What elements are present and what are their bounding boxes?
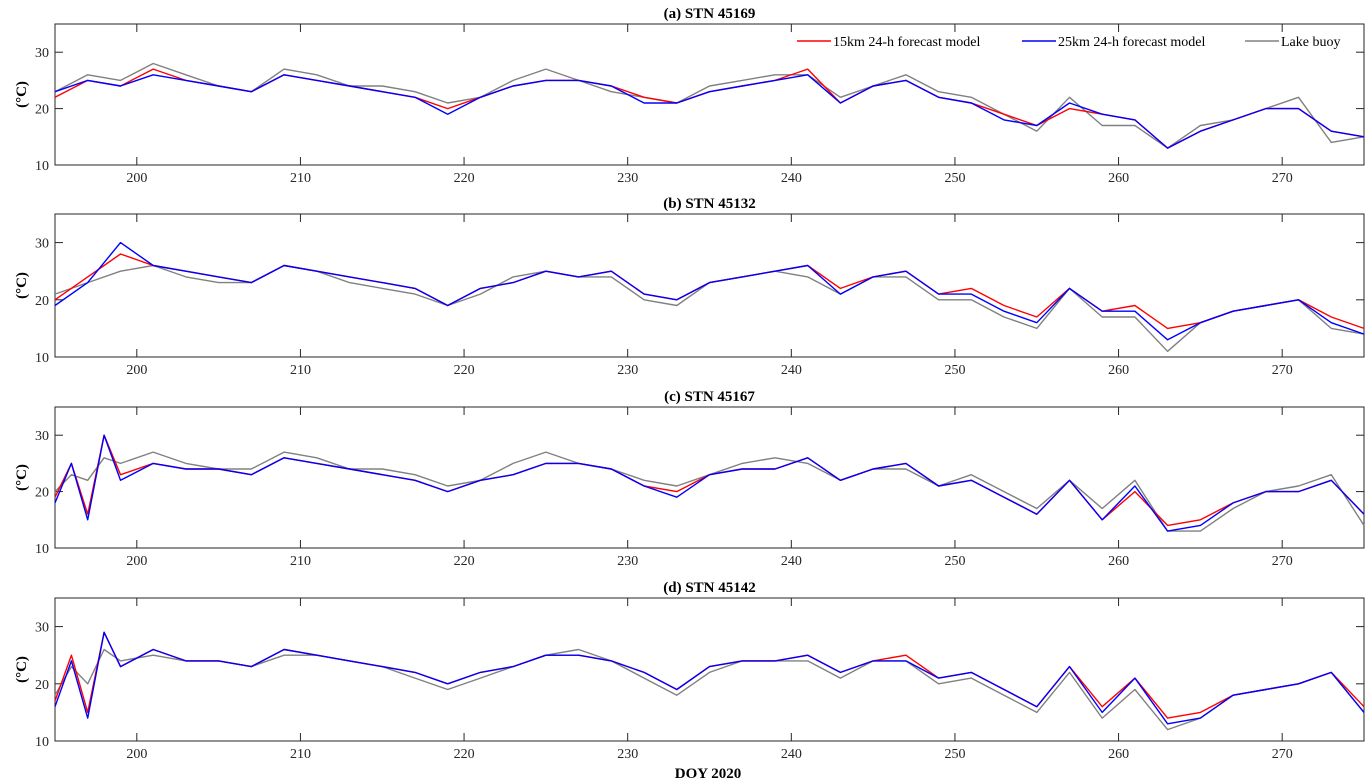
x-axis-label: DOY 2020 (675, 766, 742, 782)
panel-title: (b) STN 45132 (663, 196, 756, 212)
x-tick-label: 250 (944, 171, 965, 186)
panel-title: (c) STN 45167 (664, 389, 755, 405)
plot-area-frame (54, 406, 1365, 549)
x-tick-label: 200 (126, 363, 147, 378)
x-tick-label: 260 (1108, 171, 1129, 186)
series-line-15km-24-h-forecast-model (54, 434, 1365, 527)
x-tick-label: 200 (126, 747, 147, 762)
x-tick-label: 250 (944, 363, 965, 378)
y-axis-label: (°C) (14, 272, 30, 299)
y-tick-label: 30 (35, 429, 49, 444)
x-tick-label: 200 (126, 171, 147, 186)
series-line-25km-24-h-forecast-model (54, 631, 1365, 725)
legend-label-lake-buoy: Lake buoy (1281, 35, 1340, 50)
x-tick-label: 220 (454, 171, 475, 186)
chart-panel-4: (d) STN 45142 (°C) 200 210 220 230 240 250 260 27… (14, 580, 1365, 762)
x-tick-label: 230 (617, 363, 638, 378)
legend: 15km 24-h forecast model 25km 24-h foreca… (797, 35, 1340, 50)
x-tick-label: 250 (944, 554, 965, 569)
y-tick-label: 30 (35, 621, 49, 636)
x-tick-label: 270 (1272, 171, 1293, 186)
series-line-lake-buoy (54, 451, 1365, 532)
x-tick-label: 210 (290, 171, 311, 186)
x-tick-label: 250 (944, 747, 965, 762)
y-tick-label: 20 (35, 294, 49, 309)
y-tick-label: 30 (35, 46, 49, 61)
x-tick-label: 260 (1108, 747, 1129, 762)
plot-area-frame (54, 597, 1365, 742)
panel-title: (d) STN 45142 (663, 580, 756, 596)
x-tick-label: 270 (1272, 363, 1293, 378)
series-line-25km-24-h-forecast-model (54, 74, 1365, 149)
y-tick-label: 30 (35, 237, 49, 252)
x-tick-label: 260 (1108, 554, 1129, 569)
x-tick-label: 220 (454, 747, 475, 762)
legend-label-15km-24-h-forecast-model: 15km 24-h forecast model (833, 35, 980, 50)
y-tick-label: 10 (35, 542, 49, 557)
y-axis-label: (°C) (14, 656, 30, 683)
x-tick-label: 230 (617, 171, 638, 186)
x-tick-label: 210 (290, 747, 311, 762)
series-line-15km-24-h-forecast-model (54, 68, 1365, 149)
chart-panel-3: (c) STN 45167 (°C) 200 210 220 230 240 250 260 27… (14, 389, 1365, 569)
series-line-15km-24-h-forecast-model (54, 253, 1365, 330)
x-tick-label: 200 (126, 554, 147, 569)
x-tick-label: 240 (781, 363, 802, 378)
legend-label-25km-24-h-forecast-model: 25km 24-h forecast model (1058, 35, 1205, 50)
plot-area-frame (54, 213, 1365, 358)
series-line-15km-24-h-forecast-model (54, 631, 1365, 719)
series-line-25km-24-h-forecast-model (54, 241, 1365, 341)
y-tick-label: 10 (35, 735, 49, 750)
x-tick-label: 220 (454, 363, 475, 378)
y-tick-label: 10 (35, 351, 49, 366)
x-tick-label: 220 (454, 554, 475, 569)
x-tick-label: 210 (290, 554, 311, 569)
y-tick-label: 20 (35, 103, 49, 118)
y-tick-label: 10 (35, 159, 49, 174)
chart-panel-1: (a) STN 45169 (°C) 200 210 220 230 240 250 260 27… (14, 6, 1365, 186)
panel-title: (a) STN 45169 (664, 6, 756, 22)
series-line-lake-buoy (54, 264, 1365, 352)
y-axis-label: (°C) (14, 81, 30, 108)
x-tick-label: 270 (1272, 554, 1293, 569)
series-line-25km-24-h-forecast-model (54, 434, 1365, 532)
x-tick-label: 240 (781, 747, 802, 762)
series-line-lake-buoy (54, 62, 1365, 149)
x-tick-label: 240 (781, 171, 802, 186)
x-tick-label: 260 (1108, 363, 1129, 378)
x-tick-label: 270 (1272, 747, 1293, 762)
y-tick-label: 20 (35, 678, 49, 693)
panels-container: (a) STN 45169 (°C) 200 210 220 230 240 250 260 27… (14, 6, 1365, 762)
x-tick-label: 230 (617, 554, 638, 569)
x-tick-label: 240 (781, 554, 802, 569)
y-axis-label: (°C) (14, 464, 30, 491)
x-tick-label: 230 (617, 747, 638, 762)
chart-panel-2: (b) STN 45132 (°C) 200 210 220 230 240 250 260 27… (14, 196, 1365, 378)
y-tick-label: 20 (35, 486, 49, 501)
plot-area-frame (54, 23, 1365, 166)
x-tick-label: 210 (290, 363, 311, 378)
